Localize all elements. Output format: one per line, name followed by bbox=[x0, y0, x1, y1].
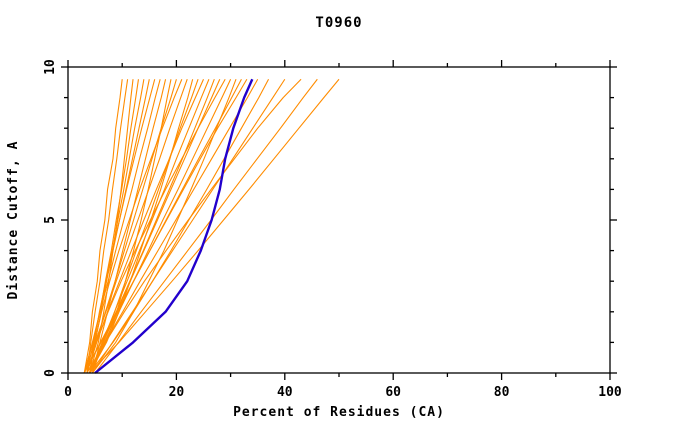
x-tick-label: 100 bbox=[598, 385, 622, 400]
highlight-curve bbox=[94, 78, 254, 374]
model-curve bbox=[83, 79, 161, 374]
model-curve bbox=[89, 79, 210, 374]
x-tick-label: 60 bbox=[385, 385, 401, 400]
x-axis-label: Percent of Residues (CA) bbox=[233, 405, 445, 420]
model-curve bbox=[89, 78, 248, 374]
y-axis-label: Distance Cutoff, A bbox=[6, 141, 21, 300]
model-curve bbox=[86, 79, 129, 374]
chart-title: T0960 bbox=[315, 15, 362, 31]
model-curve bbox=[89, 78, 340, 374]
axis-ticks-group bbox=[61, 60, 617, 380]
model-curve bbox=[89, 78, 302, 374]
x-tick-label: 80 bbox=[494, 385, 510, 400]
x-tick-label: 0 bbox=[64, 385, 72, 400]
model-curve bbox=[83, 79, 123, 374]
model-curve bbox=[86, 78, 259, 374]
y-tick-label: 10 bbox=[43, 59, 58, 75]
axis-tick-labels-group: 0 20 40 60 80 100 0 5 10 bbox=[43, 59, 622, 400]
model-curve bbox=[91, 78, 286, 374]
model-curve bbox=[83, 79, 188, 374]
model-curve bbox=[89, 79, 183, 374]
model-curve bbox=[91, 79, 167, 374]
y-tick-label: 0 bbox=[43, 369, 58, 377]
y-tick-label: 5 bbox=[43, 216, 58, 224]
model-curve bbox=[89, 79, 232, 374]
model-curves-group bbox=[83, 78, 340, 374]
model-curve bbox=[86, 78, 226, 374]
x-tick-label: 20 bbox=[169, 385, 185, 400]
x-tick-label: 40 bbox=[277, 385, 293, 400]
